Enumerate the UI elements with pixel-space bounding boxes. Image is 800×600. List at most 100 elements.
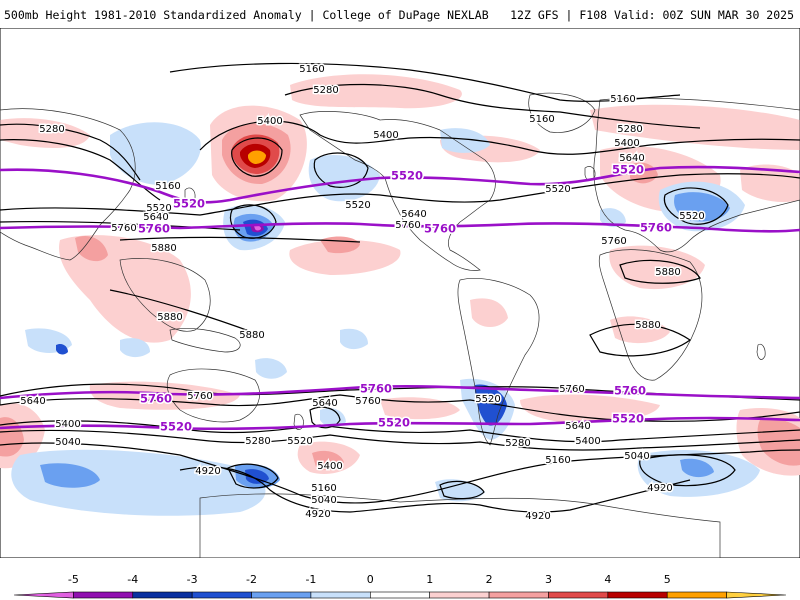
contour-label-5760: 5760 bbox=[111, 223, 136, 234]
contour-5760-north-highlight bbox=[0, 222, 800, 233]
colorbar-tick-label: 0 bbox=[367, 573, 374, 586]
colorbar-tick-label: 2 bbox=[486, 573, 493, 586]
contour-label-5760: 5760 bbox=[601, 236, 626, 247]
contour-label-5160: 5160 bbox=[311, 483, 336, 494]
south-america-coast bbox=[457, 278, 540, 446]
colorbar-swatch bbox=[726, 591, 787, 599]
contour-label-4920: 4920 bbox=[305, 509, 330, 520]
contour-label-5520: 5520 bbox=[612, 412, 644, 426]
contour-5280-west bbox=[0, 123, 141, 181]
contour-label-5400: 5400 bbox=[55, 419, 80, 430]
contour-label-5640: 5640 bbox=[619, 153, 644, 164]
contour-label-5040: 5040 bbox=[311, 495, 336, 506]
contour-label-5520: 5520 bbox=[545, 184, 570, 195]
contour-label-5760: 5760 bbox=[187, 391, 212, 402]
colorbar-swatch bbox=[607, 591, 668, 599]
contour-label-5520: 5520 bbox=[146, 203, 171, 214]
contour-label-5400: 5400 bbox=[373, 130, 398, 141]
contour-label-5880: 5880 bbox=[635, 320, 660, 331]
highlight-contours bbox=[0, 165, 800, 431]
contour-closed-south-atlantic bbox=[639, 454, 736, 487]
contour-label-5760: 5760 bbox=[360, 382, 392, 396]
colorbar-swatch bbox=[548, 591, 609, 599]
contour-label-5760: 5760 bbox=[395, 220, 420, 231]
contour-label-5760: 5760 bbox=[424, 222, 456, 236]
anomaly-negative-area bbox=[320, 408, 346, 428]
colorbar-swatch bbox=[488, 591, 549, 599]
contour-5640-south bbox=[0, 394, 800, 422]
colorbar-tick-label: -4 bbox=[127, 573, 138, 586]
anomaly-negative-area bbox=[254, 225, 261, 231]
colorbar-swatch bbox=[13, 591, 74, 599]
contour-label-5520: 5520 bbox=[612, 163, 644, 177]
contour-label-5640: 5640 bbox=[20, 396, 45, 407]
contour-label-5160: 5160 bbox=[529, 114, 554, 125]
contour-5640 bbox=[0, 173, 800, 216]
contour-cutoff-low-europe bbox=[663, 187, 729, 225]
indonesia-coast bbox=[169, 328, 241, 353]
contour-label-5760: 5760 bbox=[640, 221, 672, 235]
anomaly-negative-area bbox=[435, 479, 485, 502]
anomaly-positive-area bbox=[610, 316, 670, 344]
header: 500mb Height 1981-2010 Standardized Anom… bbox=[0, 0, 800, 28]
contour-label-5160: 5160 bbox=[299, 64, 324, 75]
anomaly-negative-area bbox=[255, 358, 287, 379]
colorbar-swatch bbox=[251, 591, 312, 599]
colorbar-tick-label: 5 bbox=[664, 573, 671, 586]
contour-label-5400: 5400 bbox=[257, 116, 282, 127]
contour-label-5640: 5640 bbox=[565, 421, 590, 432]
colorbar-swatch bbox=[73, 591, 134, 599]
colorbar-swatch bbox=[310, 591, 371, 599]
contour-label-5520: 5520 bbox=[378, 416, 410, 430]
contour-5040-south bbox=[0, 442, 800, 504]
map-title: 500mb Height 1981-2010 Standardized Anom… bbox=[4, 8, 489, 22]
contour-label-5640: 5640 bbox=[401, 209, 426, 220]
contour-label-5520: 5520 bbox=[345, 200, 370, 211]
madagascar-coast bbox=[756, 343, 766, 360]
contour-label-5520: 5520 bbox=[287, 436, 312, 447]
africa-coast bbox=[598, 249, 703, 381]
colorbar-tick-label: -3 bbox=[187, 573, 198, 586]
contour-label-5520: 5520 bbox=[475, 394, 500, 405]
contour-5760-south-highlight bbox=[0, 384, 800, 400]
contour-4920-south bbox=[179, 466, 691, 513]
colorbar: -5 -4 -3 -2 -1 0 1 2 3 4 5 bbox=[13, 573, 787, 599]
contour-5280 bbox=[284, 83, 701, 129]
anomaly-negative-area bbox=[674, 192, 730, 222]
colorbar-swatch bbox=[429, 591, 490, 599]
anomaly-positive-area bbox=[89, 381, 240, 410]
anomaly-positive-area bbox=[75, 235, 108, 262]
colorbar-tick-label: 3 bbox=[545, 573, 552, 586]
anomaly-positive-area bbox=[0, 118, 90, 148]
contour-5880-africa bbox=[589, 323, 692, 357]
colorbar-swatch bbox=[370, 591, 430, 599]
contour-5520-south-highlight bbox=[0, 416, 800, 431]
anomaly-positive-area bbox=[520, 394, 660, 423]
contour-label-5160: 5160 bbox=[610, 94, 635, 105]
contour-label-5160: 5160 bbox=[545, 455, 570, 466]
anomaly-negative-area bbox=[600, 208, 626, 228]
anomaly-positive-area bbox=[289, 239, 401, 275]
asia-west-coast bbox=[0, 108, 136, 261]
contour-label-5400: 5400 bbox=[614, 138, 639, 149]
contour-label-5520: 5520 bbox=[391, 169, 423, 183]
colorbar-tick-label: 4 bbox=[604, 573, 611, 586]
anomaly-negative-area bbox=[440, 128, 490, 153]
contour-label-5280: 5280 bbox=[617, 124, 642, 135]
contour-5880-asia bbox=[619, 259, 701, 284]
contour-label-5040: 5040 bbox=[55, 437, 80, 448]
contour-label-5520: 5520 bbox=[160, 420, 192, 434]
anomaly-negative-area bbox=[475, 384, 507, 426]
contour-label-5760: 5760 bbox=[138, 222, 170, 236]
contour-label-4920: 4920 bbox=[647, 483, 672, 494]
colorbar-swatch bbox=[666, 591, 727, 599]
contour-5880-equatorial bbox=[109, 289, 261, 336]
contour-label-5880: 5880 bbox=[157, 312, 182, 323]
anomaly-negative-area bbox=[308, 155, 380, 202]
anomaly-negative-area bbox=[245, 469, 269, 484]
anomaly-map: 5160 5280 5160 5400 5400 5160 5280 5280 5400 5640… bbox=[0, 28, 800, 558]
anomaly-negative-area bbox=[340, 328, 368, 350]
contour-label-5760: 5760 bbox=[614, 384, 646, 398]
contour-label-5400: 5400 bbox=[575, 436, 600, 447]
anomaly-positive-area bbox=[59, 235, 191, 343]
